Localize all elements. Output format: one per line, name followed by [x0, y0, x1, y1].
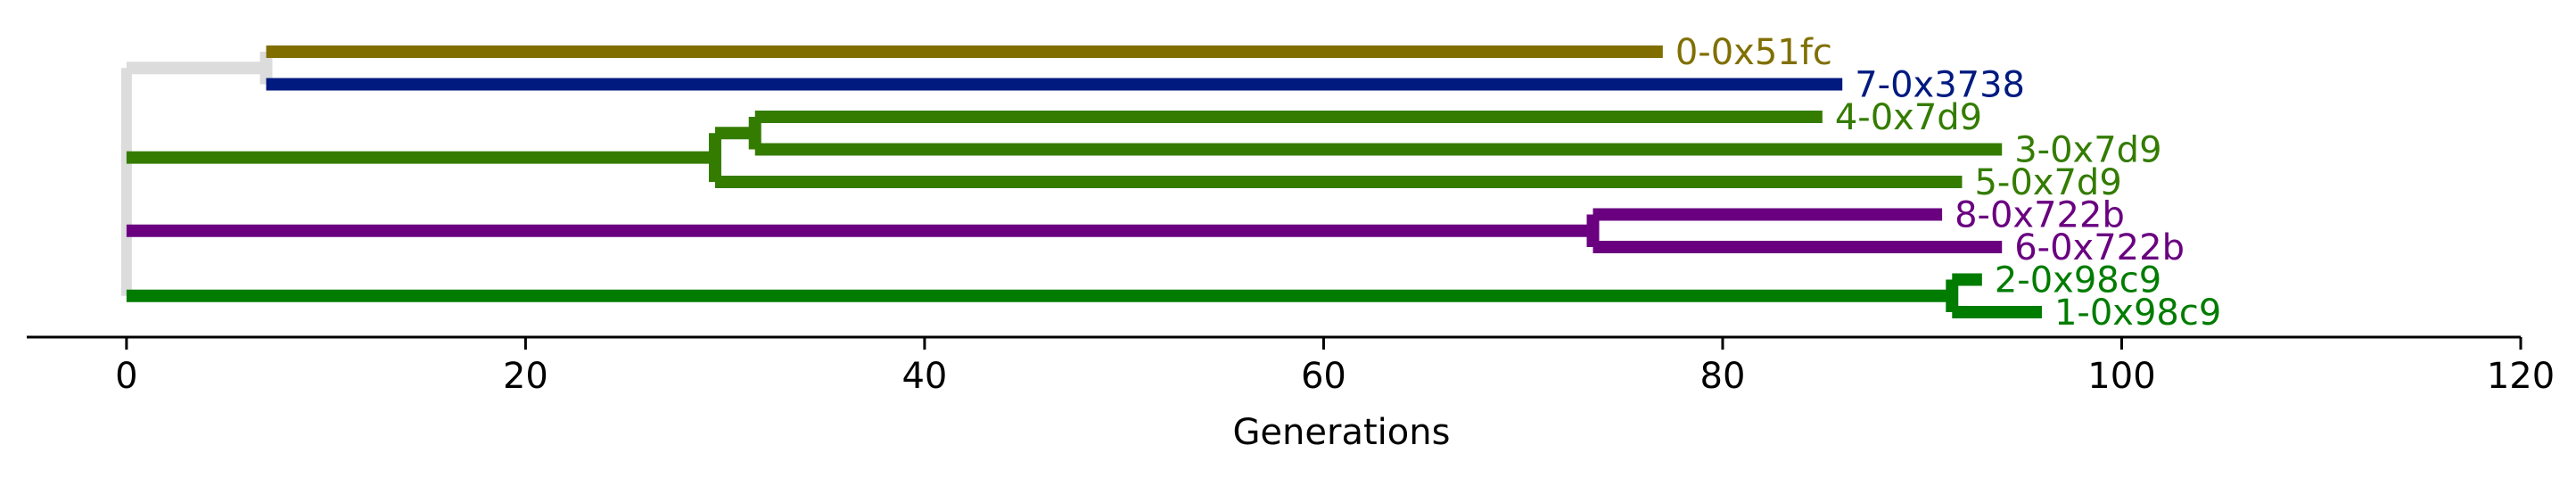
- leaf-label-3-0x7d9: 3-0x7d9: [2014, 130, 2161, 171]
- x-tick-label: 40: [901, 356, 947, 397]
- root-connector-lines: [120, 62, 267, 296]
- x-tick-label: 20: [503, 356, 548, 397]
- x-tick-label: 80: [1700, 356, 1746, 397]
- leaf-label-2-0x98c9: 2-0x98c9: [1995, 260, 2161, 301]
- x-tick-label: 120: [2487, 356, 2555, 397]
- x-tick-label: 60: [1301, 356, 1346, 397]
- leaf-label-4-0x7d9: 4-0x7d9: [1835, 97, 1982, 138]
- x-axis-label: Generations: [1232, 412, 1450, 453]
- x-tick-label: 0: [115, 356, 137, 397]
- tree-branches: [126, 45, 2042, 318]
- leaf-label-1-0x98c9: 1-0x98c9: [2054, 293, 2221, 334]
- x-tick-label: 100: [2087, 356, 2155, 397]
- leaf-label-7-0x3738: 7-0x3738: [1855, 65, 2025, 106]
- leaf-label-5-0x7d9: 5-0x7d9: [1974, 162, 2121, 203]
- leaf-label-6-0x722b: 6-0x722b: [2014, 227, 2185, 268]
- leaf-label-8-0x722b: 8-0x722b: [1955, 195, 2125, 236]
- leaf-label-0-0x51fc: 0-0x51fc: [1675, 32, 1832, 73]
- x-axis: 0 20 40 60 80 100 120 Generations: [27, 335, 2555, 453]
- x-axis-ticks: 0 20 40 60 80 100 120: [115, 337, 2555, 397]
